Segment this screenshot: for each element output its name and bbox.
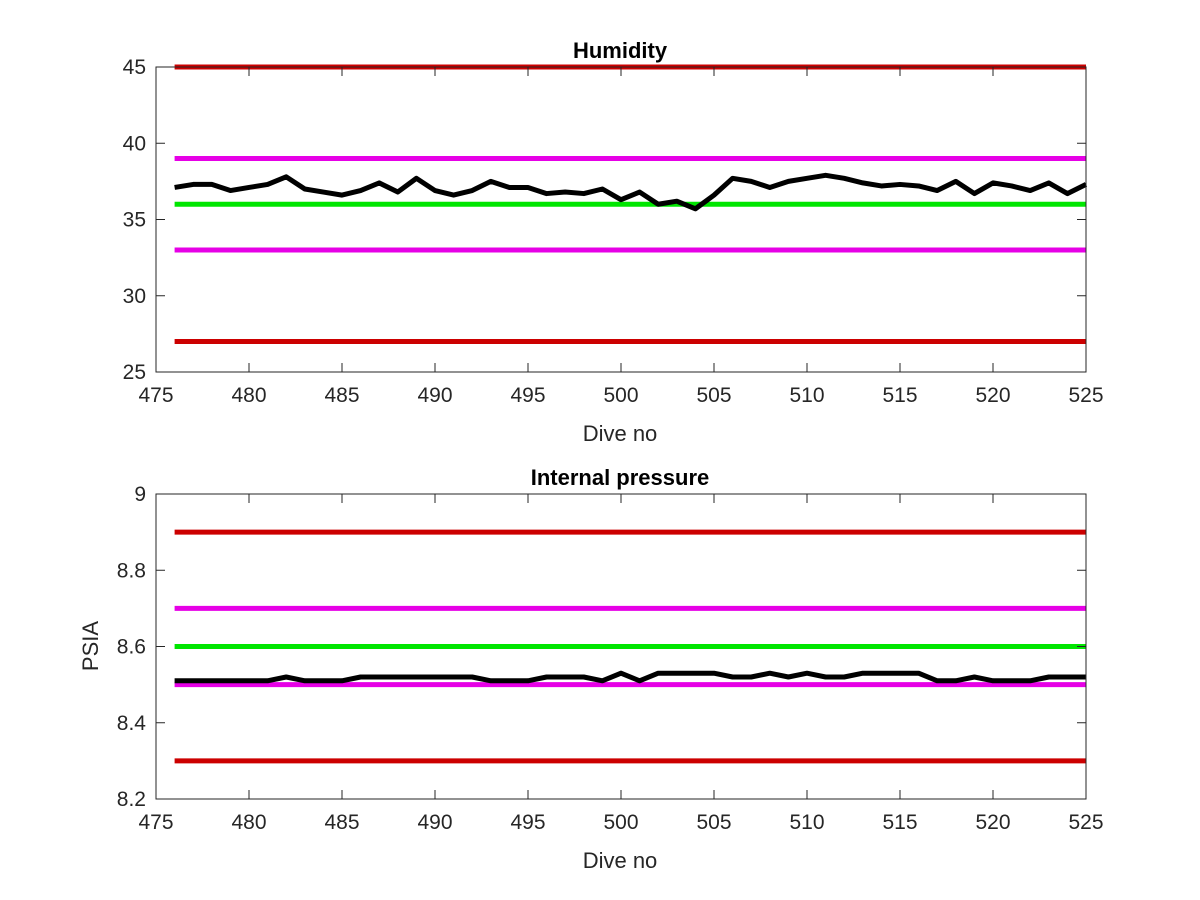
x-tick-label: 510 xyxy=(789,384,824,407)
internal-pressure-panel: Internal pressure 475 480 485 490 495 500 505 5… xyxy=(78,465,1104,873)
x-tick-label: 515 xyxy=(882,811,917,834)
series-group xyxy=(174,172,1088,212)
x-tick-label: 495 xyxy=(510,811,545,834)
x-tick-label: 475 xyxy=(138,811,173,834)
x-tick-label: 490 xyxy=(417,384,452,407)
y-tick-label: 45 xyxy=(123,56,146,79)
x-tick-label: 480 xyxy=(231,811,266,834)
series-line xyxy=(174,670,1086,684)
x-tick-label: 500 xyxy=(603,384,638,407)
series-line xyxy=(174,172,1088,212)
y-tick-label: 8.2 xyxy=(117,788,146,811)
chart-title: Humidity xyxy=(573,38,668,63)
y-tick-label: 25 xyxy=(123,361,146,384)
x-tick-label: 510 xyxy=(789,811,824,834)
x-tick-label: 520 xyxy=(975,811,1010,834)
x-axis-label: Dive no xyxy=(583,421,658,446)
y-axis-label: PSIA xyxy=(78,621,103,671)
y-tick-label: 40 xyxy=(123,132,146,155)
x-tick-label: 485 xyxy=(324,384,359,407)
chart-title: Internal pressure xyxy=(531,465,710,490)
y-tick-label: 35 xyxy=(123,209,146,232)
x-tick-label: 520 xyxy=(975,384,1010,407)
y-tick-label: 8.4 xyxy=(117,712,147,735)
y-tick-label: 8.6 xyxy=(117,636,146,659)
x-tick-label: 525 xyxy=(1068,811,1103,834)
x-tick-label: 490 xyxy=(417,811,452,834)
y-tick-label: 9 xyxy=(134,483,146,506)
x-tick-label: 505 xyxy=(696,811,731,834)
x-tick-label: 500 xyxy=(603,811,638,834)
x-tick-label: 485 xyxy=(324,811,359,834)
x-axis-label: Dive no xyxy=(583,848,658,873)
humidity-panel: Humidity 475 480 485 490 495 500 505 510 515 520 5… xyxy=(123,38,1104,446)
series-group xyxy=(174,670,1086,684)
x-tick-label: 495 xyxy=(510,384,545,407)
x-tick-label: 475 xyxy=(138,384,173,407)
y-tick-label: 30 xyxy=(123,285,146,308)
x-tick-label: 480 xyxy=(231,384,266,407)
x-tick-group: 475 480 485 490 495 500 505 510 515 520 525 xyxy=(138,67,1104,407)
reference-lines xyxy=(174,529,1086,764)
x-tick-group: 475 480 485 490 495 500 505 510 515 520 525 xyxy=(138,494,1104,834)
x-tick-label: 525 xyxy=(1068,384,1103,407)
y-tick-group: 8.2 8.4 8.6 8.8 9 xyxy=(117,483,1086,811)
x-tick-label: 505 xyxy=(696,384,731,407)
y-tick-group: 25 30 35 40 45 xyxy=(123,56,1086,384)
y-tick-label: 8.8 xyxy=(117,559,146,582)
x-tick-label: 515 xyxy=(882,384,917,407)
